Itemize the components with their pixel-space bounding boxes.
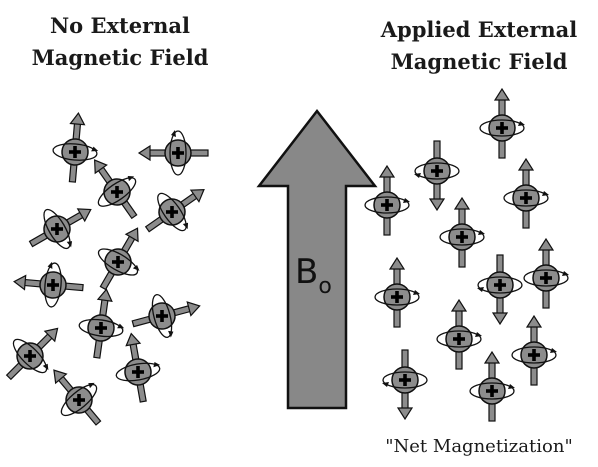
right-title-line2: Magnetic Field bbox=[390, 49, 568, 74]
proton-right-10 bbox=[511, 314, 557, 386]
field-label: Bo bbox=[295, 252, 332, 299]
left-title-line2: Magnetic Field bbox=[31, 45, 209, 70]
right-panel-title: Applied External Magnetic Field bbox=[360, 14, 598, 78]
plus-sign-icon bbox=[520, 192, 532, 204]
plus-sign-icon bbox=[156, 310, 168, 322]
aligned-protons-group bbox=[364, 87, 569, 422]
plus-sign-icon bbox=[73, 394, 85, 406]
proton-left-9 bbox=[131, 293, 201, 339]
plus-sign-icon bbox=[494, 279, 506, 291]
plus-sign-icon bbox=[172, 147, 184, 159]
plus-sign-icon bbox=[24, 350, 36, 362]
plus-sign-icon bbox=[381, 199, 393, 211]
proton-right-5 bbox=[439, 196, 485, 268]
proton-left-11 bbox=[115, 332, 161, 403]
proton-right-8 bbox=[374, 256, 420, 328]
proton-left-4 bbox=[144, 188, 205, 233]
proton-left-10 bbox=[5, 327, 59, 381]
field-arrow-icon bbox=[256, 108, 378, 410]
proton-right-2 bbox=[414, 140, 460, 212]
external-field-arrow: Bo bbox=[256, 108, 378, 410]
proton-left-1 bbox=[52, 112, 99, 183]
plus-sign-icon bbox=[456, 231, 468, 243]
proton-right-4 bbox=[364, 164, 410, 236]
proton-left-12 bbox=[53, 369, 102, 426]
plus-sign-icon bbox=[47, 279, 59, 291]
proton-right-6 bbox=[523, 237, 569, 309]
plus-sign-icon bbox=[132, 366, 144, 378]
plus-sign-icon bbox=[486, 385, 498, 397]
plus-sign-icon bbox=[51, 223, 63, 235]
proton-left-6 bbox=[97, 227, 140, 291]
field-label-subscript: o bbox=[318, 274, 331, 299]
proton-right-9 bbox=[436, 298, 482, 370]
field-label-symbol: B bbox=[295, 252, 318, 292]
plus-sign-icon bbox=[69, 146, 81, 158]
plus-sign-icon bbox=[496, 122, 508, 134]
proton-left-3 bbox=[93, 159, 138, 220]
proton-left-5 bbox=[28, 208, 92, 250]
plus-sign-icon bbox=[431, 165, 443, 177]
plus-sign-icon bbox=[453, 333, 465, 345]
plus-sign-icon bbox=[166, 206, 178, 218]
left-panel-title: No External Magnetic Field bbox=[0, 10, 240, 74]
plus-sign-icon bbox=[95, 322, 107, 334]
proton-right-1 bbox=[479, 87, 525, 159]
proton-right-7 bbox=[477, 254, 523, 326]
plus-sign-icon bbox=[528, 349, 540, 361]
proton-right-11 bbox=[382, 349, 428, 421]
plus-sign-icon bbox=[111, 186, 123, 198]
plus-sign-icon bbox=[399, 374, 411, 386]
plus-sign-icon bbox=[540, 272, 552, 284]
left-title-line1: No External bbox=[49, 13, 191, 38]
random-protons-group bbox=[5, 112, 209, 426]
right-title-line1: Applied External bbox=[380, 17, 578, 42]
plus-sign-icon bbox=[391, 291, 403, 303]
proton-right-3 bbox=[503, 157, 549, 229]
plus-sign-icon bbox=[112, 256, 124, 268]
net-magnetization-label: "Net Magnetization" bbox=[360, 436, 598, 457]
proton-right-12 bbox=[469, 350, 515, 422]
net-magnetization-text: "Net Magnetization" bbox=[385, 436, 573, 457]
proton-left-7 bbox=[13, 261, 84, 308]
proton-left-2 bbox=[137, 130, 209, 176]
proton-left-8 bbox=[78, 288, 125, 359]
